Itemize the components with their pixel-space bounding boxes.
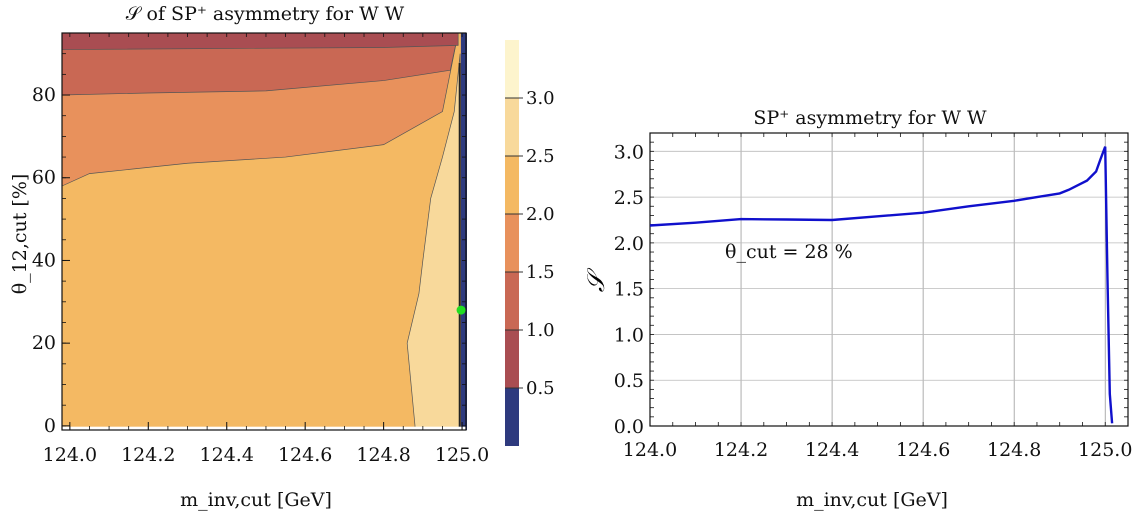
left-contour-panel: 𝒮 of SP⁺ asymmetry for W W 124.0 124.2 124…	[9, 3, 555, 511]
right-y-axis-label: 𝒮	[582, 267, 610, 292]
bottom-gap	[62, 426, 466, 430]
right-y-tick-label: 3.0	[614, 141, 644, 163]
right-x-axis-label: m_inv,cut [GeV]	[796, 489, 948, 511]
colorbar-tick-label: 1.5	[526, 262, 555, 283]
left-frame-box	[61, 32, 467, 431]
left-plot-frame	[61, 32, 467, 431]
left-x-tick-label: 124.8	[356, 444, 410, 466]
right-y-ticks: 0.0 0.5 1.0 1.5 2.0 2.5 3.0	[614, 141, 644, 438]
contour-regions	[61, 32, 467, 431]
left-x-tick-label: 124.2	[121, 444, 175, 466]
right-x-ticks: 124.0 124.2 124.4 124.6 124.8 125.0	[623, 439, 1133, 461]
colorbar-band	[505, 388, 519, 446]
colorbar-band	[505, 272, 519, 330]
right-x-tick-label: 124.6	[896, 439, 950, 461]
left-y-axis-label: θ_12,cut [%]	[9, 174, 31, 295]
colorbar-band	[505, 156, 519, 214]
colorbar-band	[505, 98, 519, 156]
colorbar-tick-label: 3.0	[526, 88, 555, 109]
left-x-axis-label: m_inv,cut [GeV]	[180, 489, 332, 511]
left-y-ticks: 0 20 40 60 80	[32, 84, 70, 437]
left-y-tick-label: 0	[44, 415, 56, 437]
right-y-tick-label: 1.5	[614, 279, 644, 301]
region-0.5-1.0	[61, 32, 459, 50]
colorbar-tick-label: 2.0	[526, 204, 555, 225]
left-x-tick-label: 124.6	[278, 444, 332, 466]
right-y-tick-label: 0.5	[614, 370, 644, 392]
right-x-tick-label: 124.8	[987, 439, 1041, 461]
significance-line	[649, 146, 1114, 424]
right-y-tick-label: 1.0	[614, 324, 644, 346]
left-y-tick-label: 80	[32, 84, 56, 106]
right-x-tick-label: 124.0	[623, 439, 677, 461]
colorbar-band	[505, 40, 519, 98]
right-x-tick-label: 124.2	[714, 439, 768, 461]
selected-point-marker	[456, 305, 466, 315]
right-x-tick-label: 124.4	[805, 439, 859, 461]
right-grid	[649, 133, 1128, 427]
left-x-tick-label: 124.0	[43, 444, 97, 466]
colorbar-tick-label: 2.5	[526, 146, 555, 167]
left-y-tick-label: 40	[32, 249, 56, 271]
left-x-tick-label: 124.4	[200, 444, 254, 466]
right-plot-frame	[649, 132, 1129, 427]
right-line-panel: SP⁺ asymmetry for W W 124.0 124.2 124.4 124…	[582, 107, 1132, 511]
colorbar-tick-label: 0.5	[526, 378, 555, 399]
left-x-tick-label: 125.0	[435, 444, 489, 466]
threshold-annotation: θ_cut = 28 %	[725, 241, 853, 263]
right-chart-title: SP⁺ asymmetry for W W	[753, 107, 987, 129]
right-x-tick-label: 125.0	[1078, 439, 1132, 461]
left-y-tick-label: 20	[32, 332, 56, 354]
colorbar-band	[505, 214, 519, 272]
colorbar-band	[505, 330, 519, 388]
right-y-tick-label: 0.0	[614, 416, 644, 438]
right-frame-box	[649, 132, 1129, 427]
region-0.0-0.5	[460, 33, 467, 430]
right-y-tick-label: 2.0	[614, 233, 644, 255]
left-y-tick-label: 60	[32, 167, 56, 189]
left-chart-title: 𝒮 of SP⁺ asymmetry for W W	[126, 3, 405, 25]
colorbar: 0.5 1.0 1.5 2.0 2.5 3.0	[505, 40, 555, 446]
right-y-tick-label: 2.5	[614, 187, 644, 209]
left-x-ticks: 124.0 124.2 124.4 124.6 124.8 125.0	[43, 422, 489, 466]
colorbar-tick-label: 1.0	[526, 320, 555, 341]
